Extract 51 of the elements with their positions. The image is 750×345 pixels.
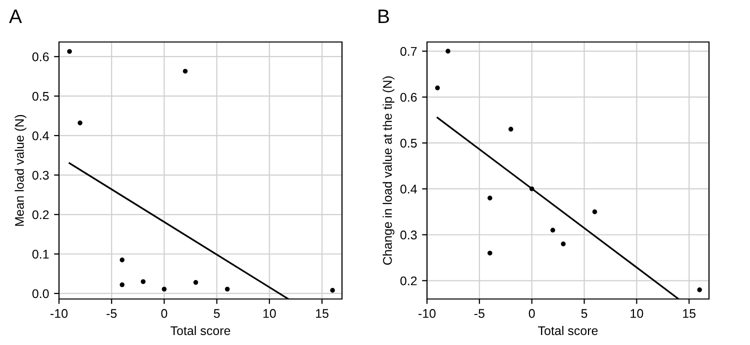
x-tick-label: -10 [50, 309, 68, 318]
y-tick-label: 0.5 [400, 138, 417, 148]
y-tick-label: 0.4 [400, 184, 417, 194]
point [435, 85, 440, 90]
y-tick-label: 0.6 [32, 52, 49, 62]
x-tick-label: -10 [418, 309, 436, 318]
y-tick-label: 0.0 [32, 289, 49, 298]
x-axis-title: Total score [170, 326, 230, 336]
point [488, 196, 492, 200]
x-tick-label: -5 [474, 309, 484, 318]
x-axis-title: Total score [538, 326, 598, 336]
y-tick-label: 0.2 [400, 276, 417, 286]
text: A [9, 10, 22, 24]
y-tick-label: 0.3 [32, 170, 49, 180]
y-tick-label: 0.7 [400, 46, 417, 56]
point [560, 242, 566, 246]
y-tick-label: 0.6 [400, 92, 417, 102]
x-tick-label: 10 [263, 309, 276, 318]
y-tick-label: 0.3 [400, 230, 417, 240]
y-tick-label: 0.1 [32, 250, 49, 259]
point [488, 250, 492, 256]
point [182, 68, 188, 74]
x-tick-label: 15 [316, 309, 328, 318]
y-tick-label: 0.2 [32, 210, 49, 220]
point [224, 286, 230, 292]
y-axis-title: Change in load value at the tip (N) [382, 76, 394, 265]
y-axis-title: Mean load value (N) [14, 114, 26, 226]
text: B [378, 10, 389, 24]
y-tick-label: 0.4 [32, 131, 49, 140]
point [120, 282, 125, 288]
point [697, 287, 702, 292]
point [446, 48, 450, 54]
point [140, 279, 146, 284]
point [120, 258, 125, 262]
x-tick-label: 5 [214, 309, 220, 318]
x-tick-label: 0 [528, 309, 535, 318]
x-tick-label: 0 [161, 309, 168, 318]
point [67, 49, 72, 54]
x-tick-label: 15 [683, 309, 696, 318]
y-tick-label: 0.5 [32, 92, 49, 101]
point [330, 288, 335, 293]
point [162, 286, 167, 292]
point [529, 186, 534, 192]
x-tick-label: -5 [106, 309, 117, 318]
x-tick-label: 5 [581, 309, 588, 318]
point [550, 228, 556, 233]
point [78, 120, 82, 126]
x-tick-label: 10 [630, 309, 644, 318]
point [193, 280, 198, 285]
point [592, 209, 598, 214]
point [508, 126, 514, 132]
